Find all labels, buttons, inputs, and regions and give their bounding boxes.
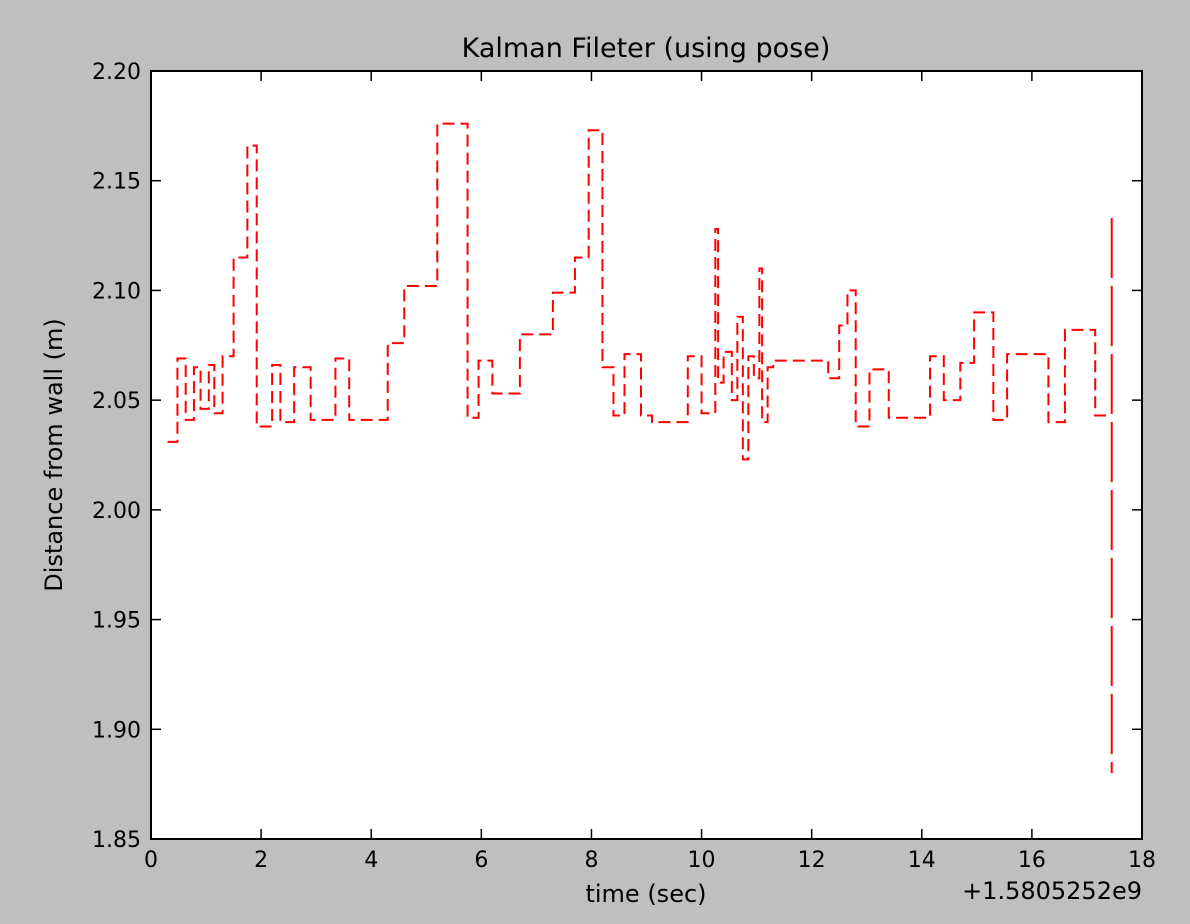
x-tick-label: 6 (474, 848, 488, 873)
y-tick-label: 2.00 (92, 499, 141, 524)
y-tick-label: 2.05 (92, 389, 141, 414)
x-tick-label: 16 (1018, 848, 1046, 873)
plot-frame (150, 70, 1143, 840)
series-line (167, 122, 1112, 461)
x-tick-label: 18 (1128, 848, 1156, 873)
y-tick-label: 2.20 (92, 60, 141, 85)
x-tick-label: 8 (584, 848, 598, 873)
x-tick-label: 12 (798, 848, 826, 873)
x-tick-label: 14 (908, 848, 936, 873)
y-axis-label: Distance from wall (m) (40, 318, 68, 591)
tick-layer: 0 2 4 6 8 10 12 14 16 18 1.85 1.90 1.95 2.00 2.05 2.10 2… (92, 60, 1156, 873)
x-offset-label: +1.5805252e9 (962, 877, 1142, 905)
x-tick-label: 4 (364, 848, 378, 873)
y-tick-label: 1.90 (92, 718, 141, 743)
y-tick-label: 2.10 (92, 279, 141, 304)
plot-area (151, 71, 1142, 839)
y-tick-label: 2.15 (92, 170, 141, 195)
y-tick-label: 1.95 (92, 609, 141, 634)
x-tick-label: 10 (688, 848, 716, 873)
y-tick-label: 1.85 (92, 828, 141, 853)
x-axis-label: time (sec) (585, 880, 706, 908)
series-layer (167, 122, 1113, 774)
chart-title: Kalman Fileter (using pose) (462, 33, 831, 64)
x-tick-label: 0 (144, 848, 158, 873)
x-tick-label: 2 (254, 848, 268, 873)
